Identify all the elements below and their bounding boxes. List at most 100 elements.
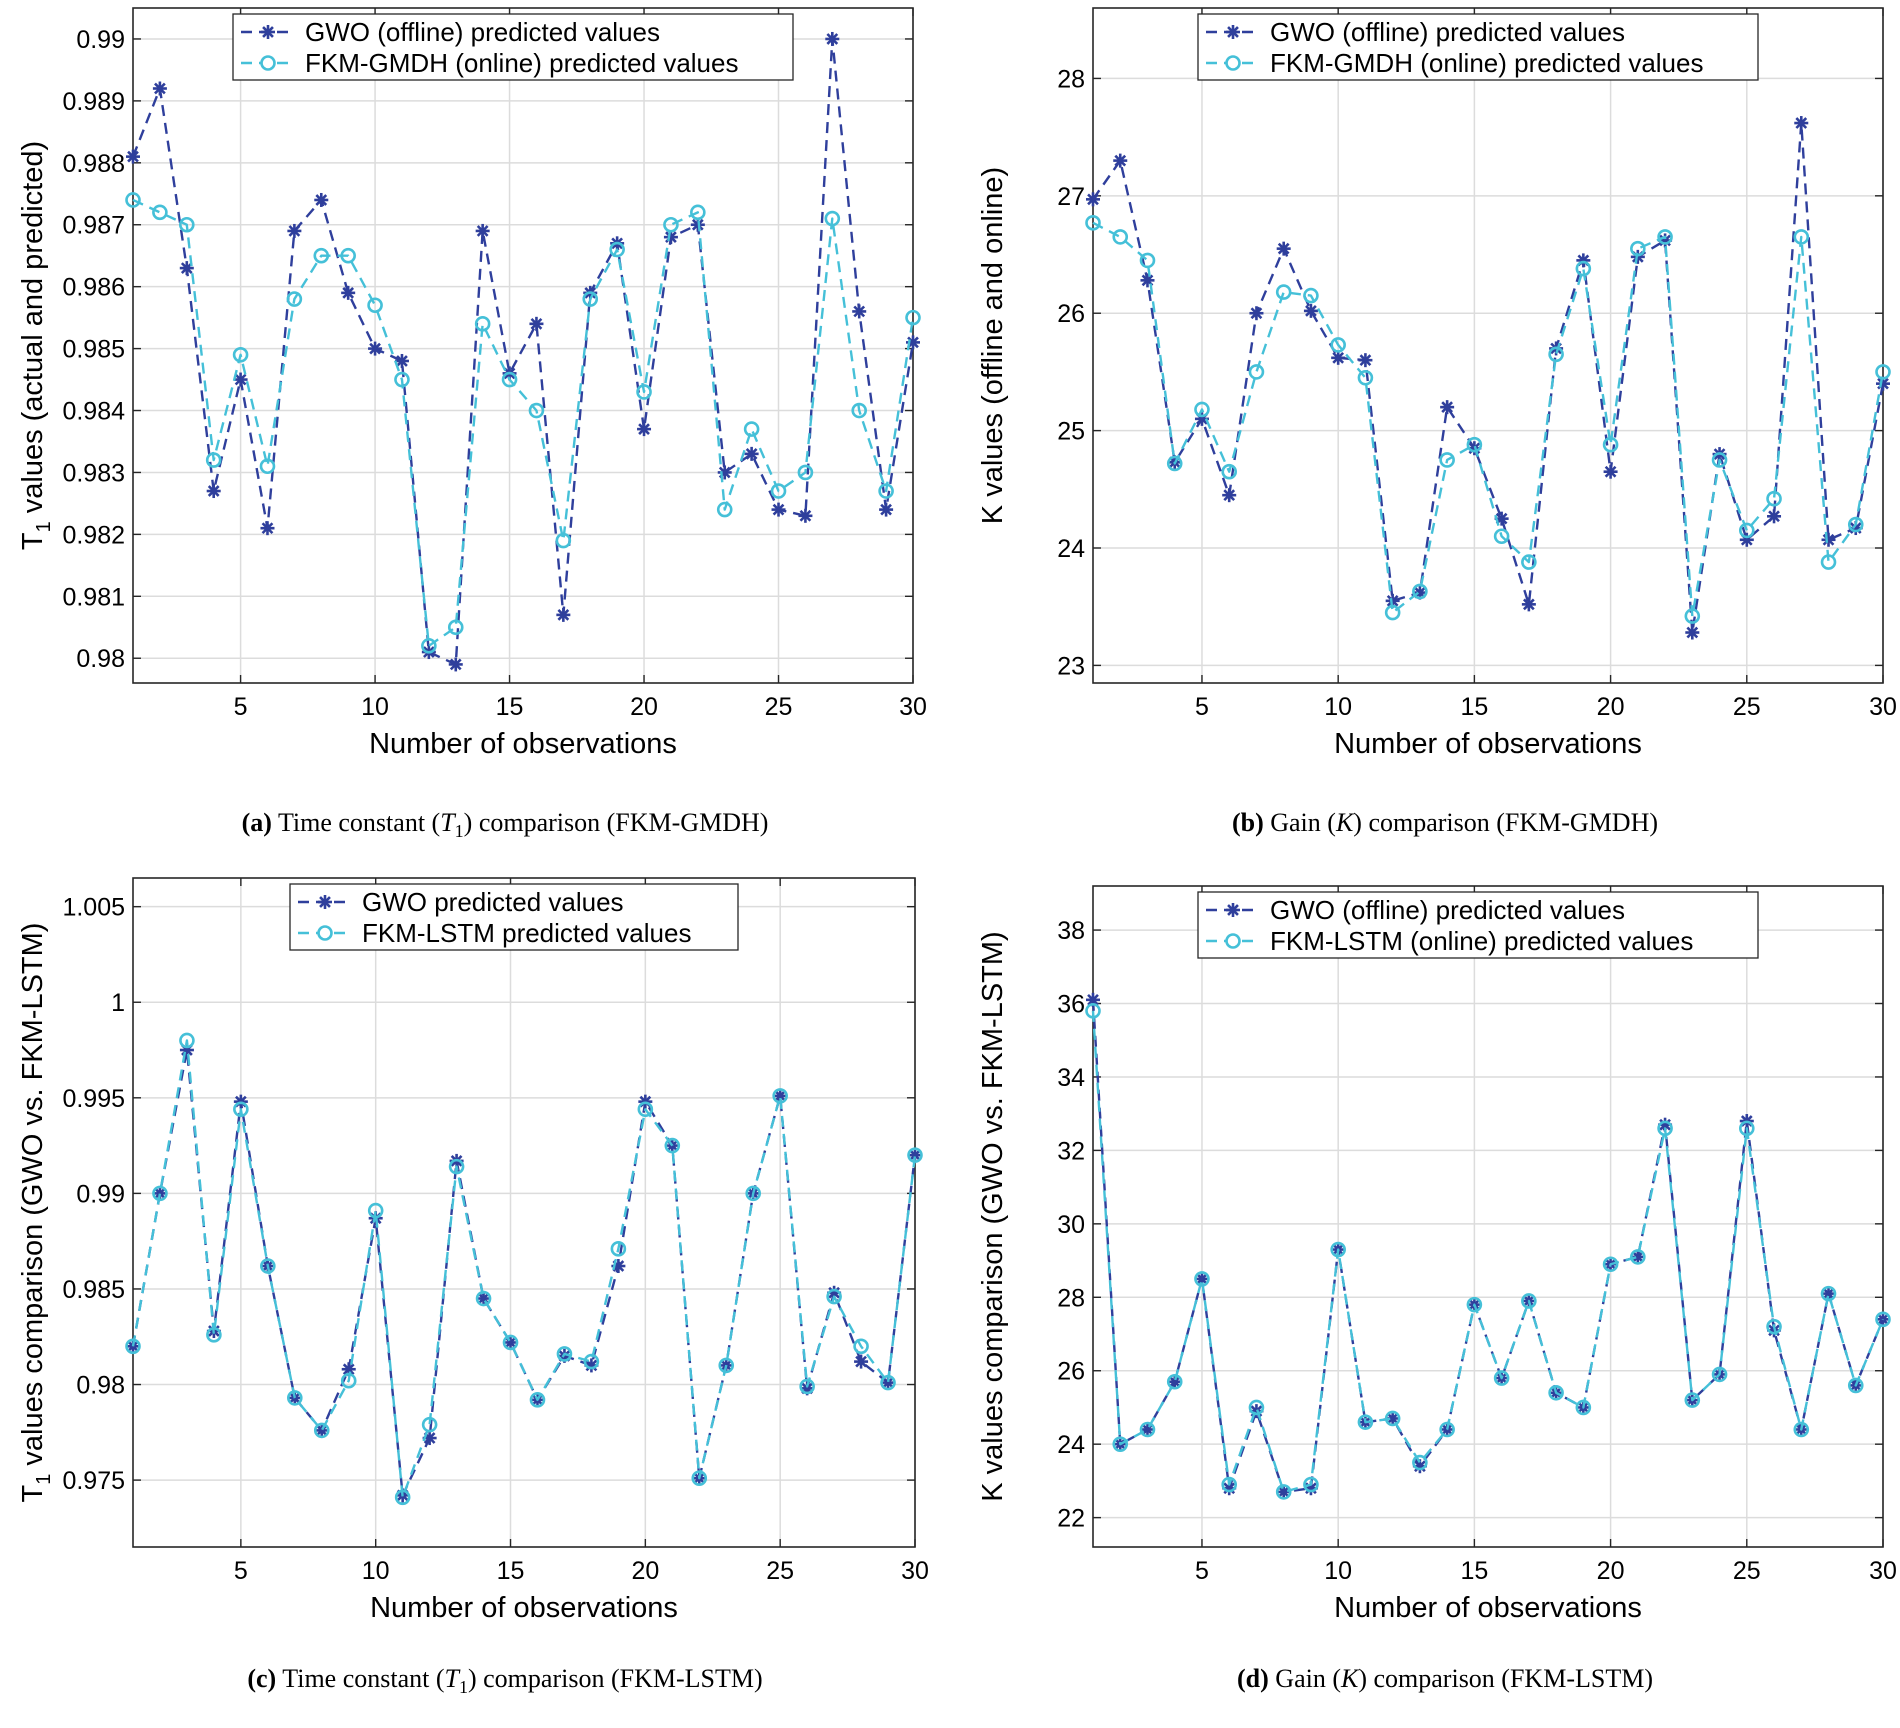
data-point-circle xyxy=(1112,229,1129,245)
data-point-star xyxy=(1140,1422,1155,1437)
data-point-star xyxy=(717,465,732,480)
y-tick-label: 0.987 xyxy=(62,212,125,240)
ticks xyxy=(133,8,914,683)
caption-label: (a) xyxy=(241,808,272,837)
data-point-star xyxy=(1086,192,1100,207)
data-point-star xyxy=(260,521,275,536)
chart-panel-d: 5 10 15 20 25 30 22 24 26 28 30 32 34 36 38 Number of o… xyxy=(950,864,1900,1728)
x-tick-label: 25 xyxy=(1733,693,1761,721)
data-point-star xyxy=(854,1354,869,1369)
data-point-star xyxy=(637,422,652,437)
data-point-circle xyxy=(799,1378,815,1395)
data-point-star xyxy=(1521,597,1536,612)
data-point-circle xyxy=(555,532,572,549)
x-tick-label: 5 xyxy=(1195,1557,1209,1585)
legend-box xyxy=(1197,891,1759,959)
chart-c-caption: (c) Time constant (T1) comparison (FKM-L… xyxy=(60,1664,950,1698)
x-tick-label: 5 xyxy=(234,693,248,721)
data-point-star xyxy=(771,502,786,517)
star-marker-stroke xyxy=(1386,594,1399,607)
data-point-circle xyxy=(826,1288,842,1305)
star-marker-stroke xyxy=(745,448,758,460)
y-tick-label: 28 xyxy=(1057,65,1085,93)
data-point-circle xyxy=(1548,1384,1564,1401)
data-point-star xyxy=(1222,488,1237,503)
data-point-circle xyxy=(367,1202,384,1219)
caption-label: (d) xyxy=(1237,1664,1269,1693)
star-marker-stroke xyxy=(774,1090,787,1102)
y-tick-label: 27 xyxy=(1057,183,1085,211)
star-marker-stroke xyxy=(1522,598,1535,611)
data-point-circle xyxy=(905,309,921,326)
star-marker-stroke xyxy=(853,305,866,318)
legend-star-marker xyxy=(261,25,275,39)
data-point-circle xyxy=(152,204,168,221)
data-point-circle xyxy=(824,210,841,227)
chart-c-svg: 5 10 15 20 25 30 0.975 0.98 0.985 0.99 0.995 1 1.005… xyxy=(17,877,929,1624)
x-tick-label: 20 xyxy=(1597,1557,1625,1585)
data-point-circle xyxy=(770,483,787,499)
star-marker-stroke xyxy=(1087,993,1099,1006)
y-tick-label: 22 xyxy=(1057,1505,1085,1533)
star-marker-stroke xyxy=(1305,305,1317,317)
legend-star-marker xyxy=(1226,903,1240,917)
data-point-circle xyxy=(475,1290,492,1307)
legend-label: GWO (offline) predicted values xyxy=(1270,17,1625,47)
data-point-circle xyxy=(690,204,706,221)
data-point-circle xyxy=(1493,1370,1510,1386)
y-tick-label: 1.005 xyxy=(62,894,125,922)
data-point-circle xyxy=(1738,522,1755,539)
y-tick-label: 0.986 xyxy=(62,274,125,302)
y-tick-label: 28 xyxy=(1057,1284,1085,1312)
star-marker-stroke xyxy=(127,150,139,163)
y-tick-label: 0.981 xyxy=(62,583,125,611)
star-marker-stroke xyxy=(1277,242,1290,255)
data-point-star xyxy=(448,657,463,672)
caption-text: ) comparison (FKM-GMDH) xyxy=(1353,808,1659,837)
y-axis-label: K values (offline and online) xyxy=(977,167,1009,524)
data-point-star xyxy=(1358,353,1373,368)
data-point-circle xyxy=(529,1392,546,1408)
data-point-circle xyxy=(1248,1399,1265,1416)
star-marker-stroke xyxy=(423,1432,436,1444)
caption-text: ) comparison (FKM-LSTM) xyxy=(467,1664,763,1693)
caption-subscript: 1 xyxy=(458,1677,468,1698)
star-marker-stroke xyxy=(1114,154,1127,167)
data-point-star xyxy=(1113,153,1128,168)
data-point-circle xyxy=(233,1101,249,1118)
chart-b-svg: 5 10 15 20 25 30 23 24 25 26 27 28 Number of observa… xyxy=(977,7,1897,760)
x-tick-label: 5 xyxy=(234,1557,248,1585)
data-point-circle xyxy=(1357,369,1374,386)
series-fkm xyxy=(1085,215,1891,624)
y-axis-label: T1 values (actual and predicted) xyxy=(17,141,55,550)
star-marker-stroke xyxy=(1768,510,1780,523)
y-axis-label-rest: values (actual and predicted) xyxy=(17,141,49,521)
plot-area xyxy=(1093,8,1883,683)
legend-label: FKM-LSTM predicted values xyxy=(362,918,691,948)
y-tick-label: 25 xyxy=(1057,418,1085,446)
data-point-circle xyxy=(878,483,894,499)
data-point-circle xyxy=(1275,284,1292,300)
data-point-circle xyxy=(1330,337,1346,353)
data-point-star xyxy=(1249,306,1264,321)
legend-label: GWO (offline) predicted values xyxy=(305,17,660,47)
data-point-circle xyxy=(583,1353,600,1370)
star-marker-stroke xyxy=(1386,1412,1399,1425)
data-point-circle xyxy=(743,421,760,437)
star-marker-stroke xyxy=(828,1286,840,1299)
caption-symbol: K xyxy=(1341,1664,1359,1693)
y-axis-label-main: T xyxy=(17,532,49,550)
data-point-circle xyxy=(1112,1436,1129,1452)
data-point-circle xyxy=(1548,346,1564,363)
x-tick-label: 10 xyxy=(1324,1557,1352,1585)
data-point-circle xyxy=(772,1088,788,1104)
legend-label: FKM-GMDH (online) predicted values xyxy=(305,48,738,78)
data-point-circle xyxy=(232,346,249,363)
legend-label: FKM-GMDH (online) predicted values xyxy=(1270,48,1703,78)
star-marker-stroke xyxy=(504,1336,517,1349)
grid xyxy=(1093,886,1884,1547)
star-marker-stroke xyxy=(261,522,274,535)
y-tick-label: 23 xyxy=(1057,652,1085,680)
y-tick-label: 0.985 xyxy=(62,336,125,364)
